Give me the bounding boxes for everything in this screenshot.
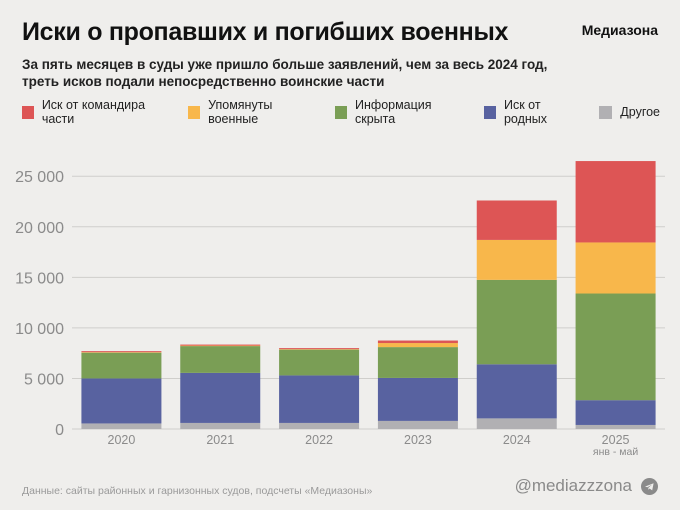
- bar-segment: [575, 161, 656, 243]
- legend-label: Другое: [620, 105, 661, 119]
- data-source: Данные: сайты районных и гарнизонных суд…: [22, 485, 373, 497]
- x-tick-label: 2025: [602, 433, 630, 447]
- bar-segment: [279, 422, 360, 429]
- bar-segment: [575, 293, 656, 401]
- bar-segment: [180, 422, 261, 429]
- bar-segment: [575, 400, 656, 425]
- bar-segment: [377, 347, 458, 378]
- legend-label: Иск от родных: [503, 98, 548, 126]
- bar-segment: [377, 340, 458, 344]
- bar-segment: [279, 348, 360, 350]
- legend-label: Иск от командира части: [41, 98, 146, 126]
- bar-segment: [81, 423, 162, 429]
- legend-swatch: [22, 105, 34, 119]
- x-tick-label: 2024: [503, 433, 531, 447]
- legend-item: Иск от родных: [484, 98, 579, 126]
- chart-title: Иски о пропавших и погибших военных: [22, 18, 509, 46]
- y-tick-label: 5 000: [24, 371, 64, 388]
- legend-swatch: [335, 105, 348, 119]
- legend-item: Упомянуты военные: [188, 98, 315, 126]
- y-tick-label: 0: [55, 422, 64, 439]
- telegram-icon[interactable]: [641, 478, 658, 495]
- bar-segment: [476, 418, 557, 429]
- legend-item: Другое: [599, 105, 660, 119]
- legend-label: Упомянуты военные: [208, 98, 273, 126]
- stacked-bar-chart: 0 5 000 10 000 15 000 20 000 25 000 2020 2021 20…: [15, 161, 665, 458]
- bar-segment: [377, 377, 458, 421]
- bar-segment: [81, 378, 162, 424]
- legend-item: Информация скрыта: [335, 98, 464, 126]
- bar-segment: [377, 343, 458, 348]
- bar-segment: [180, 372, 261, 423]
- legend-swatch: [484, 105, 496, 119]
- bar-segment: [180, 345, 261, 347]
- bar-segment: [377, 420, 458, 429]
- y-tick-label: 10 000: [15, 321, 64, 338]
- bar-segment: [81, 351, 162, 353]
- bar-segment: [279, 349, 360, 350]
- x-tick-label: 2022: [305, 433, 333, 447]
- legend-swatch: [599, 105, 613, 119]
- bar-segment: [81, 352, 162, 379]
- bar-segment: [279, 375, 360, 423]
- bar-segment: [180, 346, 261, 373]
- legend-swatch: [188, 105, 201, 119]
- chart-subtitle: За пять месяцев в суды уже пришло больше…: [22, 57, 548, 89]
- bar-segment: [476, 239, 557, 280]
- y-tick-label: 25 000: [15, 169, 64, 186]
- x-tick-sublabel: янв - май: [593, 446, 638, 458]
- bar-segment: [476, 279, 557, 365]
- legend-item: Иск от командира части: [22, 98, 168, 126]
- bar-segment: [180, 344, 261, 346]
- chart-legend: Иск от командира части Упомянуты военные И…: [22, 98, 680, 126]
- bar-segment: [476, 364, 557, 419]
- x-tick-label: 2020: [108, 433, 136, 447]
- bar-segment: [575, 242, 656, 294]
- x-tick-label: 2023: [404, 433, 432, 447]
- legend-label: Информация скрыта: [355, 98, 432, 126]
- social-handle[interactable]: @mediazzzona: [514, 476, 632, 495]
- bar-segment: [476, 200, 557, 240]
- x-tick-label: 2021: [206, 433, 234, 447]
- bar-segment: [575, 424, 656, 429]
- brand-logo: Медиазона: [581, 22, 658, 38]
- bar-segment: [81, 352, 162, 353]
- y-tick-label: 15 000: [15, 270, 64, 287]
- y-tick-label: 20 000: [15, 220, 64, 237]
- bar-segment: [279, 349, 360, 376]
